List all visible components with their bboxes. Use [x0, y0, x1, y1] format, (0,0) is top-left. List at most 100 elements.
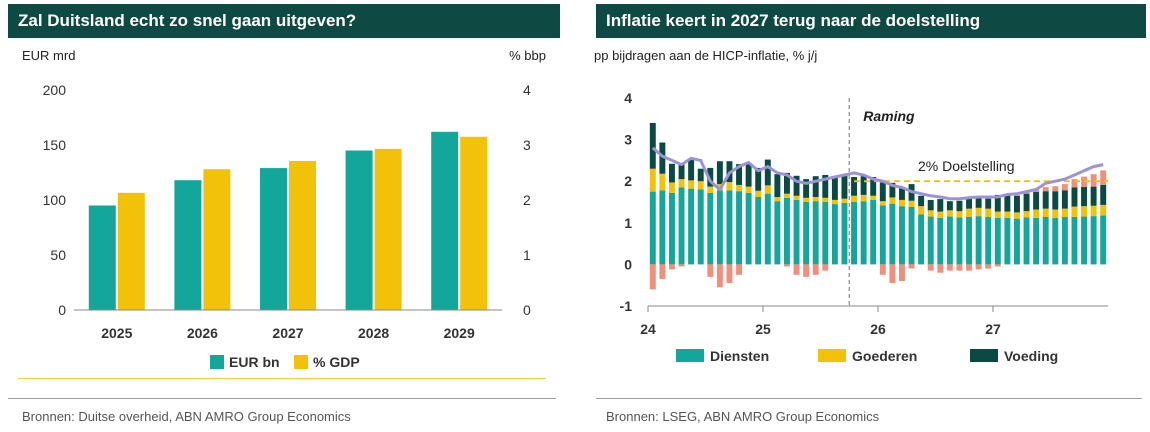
bar-goederen	[659, 173, 666, 191]
bar-goederen	[697, 181, 704, 190]
bar-voeding	[1004, 194, 1011, 212]
bar-diensten	[764, 193, 771, 265]
bar-energie	[678, 264, 685, 267]
bar-diensten	[946, 216, 953, 265]
bar-diensten	[822, 202, 829, 265]
bar-diensten	[803, 202, 810, 265]
bar-energie	[1042, 187, 1049, 192]
bar-energie	[927, 264, 934, 271]
bar-goederen	[803, 197, 810, 202]
bar-goederen	[860, 194, 867, 202]
bar-voeding	[870, 177, 877, 196]
legend-label: EUR bn	[229, 354, 280, 370]
bar-energie	[898, 264, 905, 282]
bar-energie	[946, 264, 953, 271]
bar-voeding	[755, 167, 762, 191]
bar-voeding	[1090, 186, 1097, 206]
left-y-tick: 0	[58, 302, 66, 318]
bar-diensten	[841, 202, 848, 265]
bar-diensten	[1033, 217, 1040, 265]
bar-goederen	[755, 190, 762, 198]
right-y-tick: 1	[523, 247, 531, 263]
bar-goederen	[774, 197, 781, 202]
legend-swatch	[676, 349, 704, 362]
left-y-tick: 150	[43, 137, 67, 153]
bar-goederen	[956, 211, 963, 218]
bar-voeding	[994, 194, 1001, 212]
bar-diensten	[927, 216, 934, 265]
bar-voeding	[736, 164, 743, 185]
bar-diensten	[1023, 217, 1030, 265]
bar-voeding	[688, 159, 695, 181]
bar-goederen	[898, 199, 905, 207]
bar-voeding	[1023, 193, 1030, 212]
bar-goederen	[812, 197, 819, 202]
bar-voeding	[716, 161, 723, 185]
bar-diensten	[755, 197, 762, 265]
y-tick: 4	[624, 90, 632, 106]
bar-voeding	[745, 163, 752, 187]
x-tick-label: 2029	[444, 325, 475, 341]
bar-eur-bn	[431, 131, 459, 310]
bar-diensten	[1013, 218, 1020, 265]
bar-diensten	[783, 197, 790, 265]
bar-energie	[1090, 174, 1097, 187]
bar-diensten	[649, 191, 656, 265]
bar-diensten	[975, 216, 982, 265]
bar-goederen	[822, 197, 829, 202]
bar-diensten	[994, 217, 1001, 265]
bar-diensten	[697, 189, 704, 265]
right-chart-svg: pp bijdragen aan de HICP-inflatie, % j/j…	[594, 48, 1108, 364]
x-tick-label: 24	[640, 321, 656, 337]
bar-eur-bn	[260, 168, 287, 310]
bar-voeding	[1071, 187, 1078, 207]
bar-goederen	[966, 208, 973, 217]
bar-goederen	[870, 195, 877, 200]
forecast-label: Raming	[863, 108, 915, 124]
bar-goederen	[927, 210, 934, 217]
bar-goederen	[946, 210, 953, 217]
bar-goederen	[1081, 206, 1088, 217]
bar-voeding	[937, 199, 944, 212]
bar-diensten	[668, 192, 675, 265]
bar-voeding	[898, 187, 905, 200]
bar-energie	[1013, 194, 1020, 196]
bar-goederen	[1090, 205, 1097, 217]
y-tick: 2	[624, 173, 632, 189]
bar-energie	[659, 264, 666, 279]
right-y-tick: 0	[523, 302, 531, 318]
bar-energie	[879, 264, 886, 275]
bar-voeding	[1013, 195, 1020, 213]
right-y-tick: 2	[523, 192, 531, 208]
bar-diensten	[659, 190, 666, 265]
bar-voeding	[1100, 184, 1107, 205]
bar-diensten	[736, 191, 743, 265]
bar-voeding	[841, 175, 848, 199]
bar-goederen	[707, 186, 714, 193]
legend-label: Voeding	[1004, 348, 1058, 364]
x-tick-label: 2026	[187, 325, 218, 341]
bar-diensten	[937, 217, 944, 265]
bar-voeding	[860, 176, 867, 195]
y-axis-label: pp bijdragen aan de HICP-inflatie, % j/j	[594, 48, 817, 63]
bar-energie	[736, 264, 743, 275]
bar-voeding	[678, 164, 685, 180]
bar-pct-gdp	[117, 192, 145, 310]
y-tick: 1	[624, 215, 632, 231]
right-chart-title: Inflatie keert in 2027 terug naar de doe…	[596, 4, 1146, 38]
right-source: Bronnen: LSEG, ABN AMRO Group Economics	[606, 409, 880, 424]
bar-goederen	[793, 195, 800, 200]
bar-energie	[966, 264, 973, 271]
bar-voeding	[879, 182, 886, 202]
bar-energie	[994, 264, 1001, 267]
bar-goederen	[889, 197, 896, 204]
bar-diensten	[851, 202, 858, 265]
bar-voeding	[649, 122, 656, 169]
bar-energie	[649, 264, 656, 290]
bar-diensten	[1071, 216, 1078, 265]
bar-goederen	[745, 186, 752, 193]
bar-voeding	[707, 167, 714, 187]
bar-goederen	[1100, 204, 1107, 216]
bar-energie	[726, 264, 733, 284]
bar-energie	[1100, 170, 1107, 185]
